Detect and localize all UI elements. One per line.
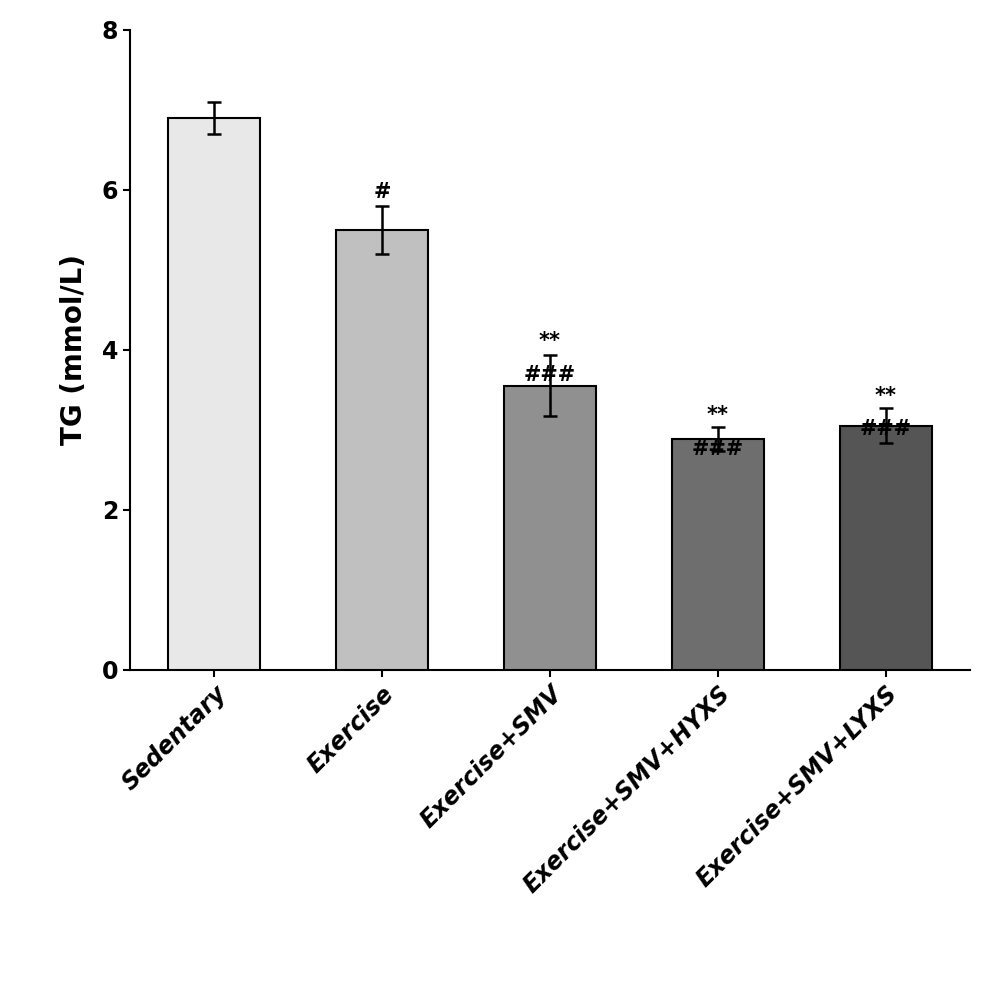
Text: ###: ### xyxy=(692,438,744,458)
Bar xyxy=(504,386,596,670)
Text: ###: ### xyxy=(860,420,912,439)
Bar xyxy=(840,426,932,670)
Text: **: ** xyxy=(539,331,561,352)
Y-axis label: TG (mmol/L): TG (mmol/L) xyxy=(60,254,88,445)
Bar xyxy=(336,230,428,670)
Text: #: # xyxy=(373,181,391,202)
Text: ###: ### xyxy=(524,364,576,385)
Text: **: ** xyxy=(707,405,729,425)
Bar xyxy=(672,439,764,670)
Bar xyxy=(168,117,260,670)
Text: **: ** xyxy=(875,386,897,406)
